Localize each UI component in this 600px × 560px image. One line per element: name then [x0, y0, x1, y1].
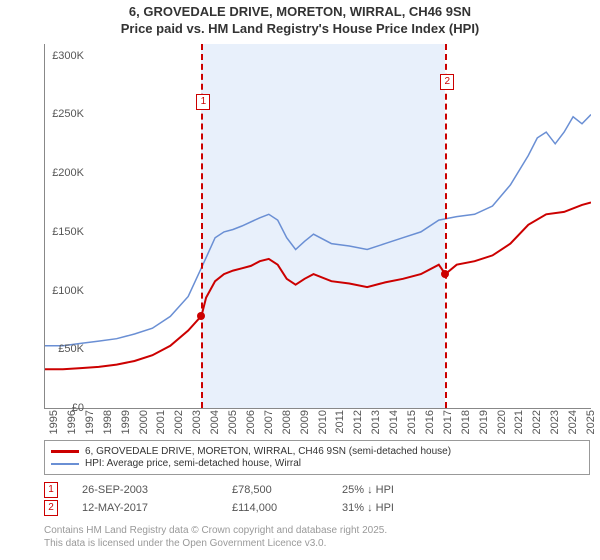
- attribution-line-2: This data is licensed under the Open Gov…: [44, 537, 387, 550]
- sale-dot: [441, 270, 449, 278]
- x-tick-label: 2012: [352, 410, 364, 444]
- x-tick-label: 2020: [496, 410, 508, 444]
- sales-table: 1 26-SEP-2003 £78,500 25% ↓ HPI 2 12-MAY…: [44, 480, 590, 518]
- series-lines: [45, 44, 591, 408]
- chart-container: 6, GROVEDALE DRIVE, MORETON, WIRRAL, CH4…: [0, 0, 600, 560]
- sales-diff-1: 25% ↓ HPI: [342, 484, 590, 496]
- plot-area: 12 £0£50K£100K£150K£200K£250K£300K 19951…: [44, 44, 590, 408]
- title-line-2: Price paid vs. HM Land Registry's House …: [0, 21, 600, 38]
- sale-marker-number: 2: [440, 74, 454, 90]
- attribution: Contains HM Land Registry data © Crown c…: [44, 524, 387, 550]
- x-tick-label: 2014: [388, 410, 400, 444]
- x-tick-label: 2010: [317, 410, 329, 444]
- x-tick-label: 1999: [120, 410, 132, 444]
- sales-row-2: 2 12-MAY-2017 £114,000 31% ↓ HPI: [44, 500, 590, 516]
- legend: 6, GROVEDALE DRIVE, MORETON, WIRRAL, CH4…: [44, 440, 590, 475]
- legend-swatch-hpi: [51, 463, 79, 465]
- plot-inner: 12: [44, 44, 591, 409]
- legend-row-hpi: HPI: Average price, semi-detached house,…: [51, 458, 583, 469]
- x-tick-label: 2017: [442, 410, 454, 444]
- y-tick-label: £300K: [38, 50, 84, 62]
- sales-date-2: 12-MAY-2017: [82, 502, 232, 514]
- y-tick-label: £250K: [38, 108, 84, 120]
- legend-label-price: 6, GROVEDALE DRIVE, MORETON, WIRRAL, CH4…: [85, 446, 451, 457]
- x-tick-label: 2015: [406, 410, 418, 444]
- sales-date-1: 26-SEP-2003: [82, 484, 232, 496]
- sales-row-1: 1 26-SEP-2003 £78,500 25% ↓ HPI: [44, 482, 590, 498]
- x-tick-label: 2004: [209, 410, 221, 444]
- sale-marker-line: 2: [445, 44, 447, 408]
- legend-row-price: 6, GROVEDALE DRIVE, MORETON, WIRRAL, CH4…: [51, 446, 583, 457]
- sale-dot: [197, 312, 205, 320]
- x-tick-label: 2001: [155, 410, 167, 444]
- x-tick-label: 2007: [263, 410, 275, 444]
- x-tick-label: 2022: [531, 410, 543, 444]
- x-tick-label: 2006: [245, 410, 257, 444]
- x-tick-label: 2000: [138, 410, 150, 444]
- x-tick-label: 2005: [227, 410, 239, 444]
- legend-label-hpi: HPI: Average price, semi-detached house,…: [85, 458, 301, 469]
- sale-marker-line: 1: [201, 44, 203, 408]
- x-tick-label: 2003: [191, 410, 203, 444]
- series-price_paid: [45, 203, 591, 370]
- x-tick-label: 1997: [84, 410, 96, 444]
- chart-title: 6, GROVEDALE DRIVE, MORETON, WIRRAL, CH4…: [0, 0, 600, 40]
- x-tick-label: 2024: [567, 410, 579, 444]
- y-tick-label: £200K: [38, 167, 84, 179]
- y-tick-label: £100K: [38, 285, 84, 297]
- x-tick-label: 2021: [513, 410, 525, 444]
- x-tick-label: 2009: [299, 410, 311, 444]
- x-tick-label: 2019: [478, 410, 490, 444]
- sale-marker-number: 1: [196, 94, 210, 110]
- x-tick-label: 2023: [549, 410, 561, 444]
- x-tick-label: 1996: [66, 410, 78, 444]
- x-tick-label: 2008: [281, 410, 293, 444]
- x-tick-label: 1995: [48, 410, 60, 444]
- y-tick-label: £150K: [38, 226, 84, 238]
- x-tick-label: 1998: [102, 410, 114, 444]
- title-line-1: 6, GROVEDALE DRIVE, MORETON, WIRRAL, CH4…: [0, 4, 600, 21]
- sales-price-2: £114,000: [232, 502, 342, 514]
- sales-price-1: £78,500: [232, 484, 342, 496]
- x-tick-label: 2016: [424, 410, 436, 444]
- sales-marker-box-2: 2: [44, 500, 58, 516]
- x-tick-label: 2013: [370, 410, 382, 444]
- y-tick-label: £50K: [38, 343, 84, 355]
- sales-diff-2: 31% ↓ HPI: [342, 502, 590, 514]
- x-tick-label: 2011: [334, 410, 346, 444]
- series-hpi: [45, 115, 591, 346]
- x-tick-label: 2025: [585, 410, 597, 444]
- legend-swatch-price: [51, 450, 79, 453]
- sales-marker-box-1: 1: [44, 482, 58, 498]
- x-tick-label: 2002: [173, 410, 185, 444]
- x-tick-label: 2018: [460, 410, 472, 444]
- attribution-line-1: Contains HM Land Registry data © Crown c…: [44, 524, 387, 537]
